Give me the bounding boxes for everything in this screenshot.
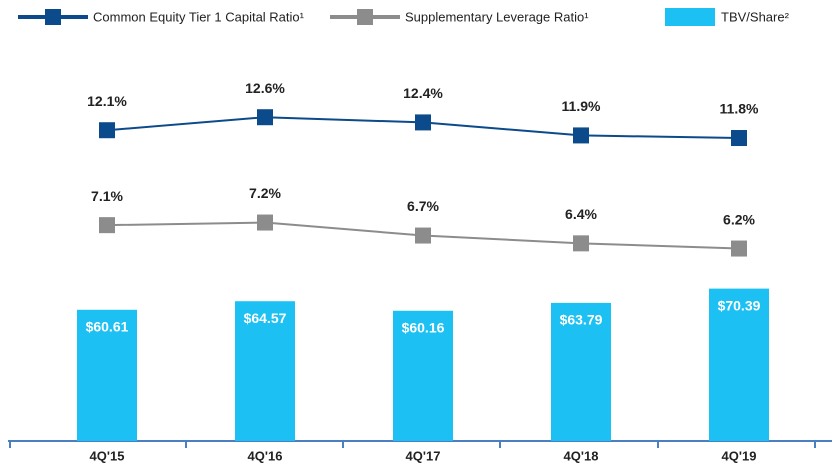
- legend-swatch: [665, 8, 715, 26]
- bar: [551, 302, 611, 441]
- legend-label: TBV/Share²: [721, 9, 790, 24]
- x-tick-label: 4Q'15: [90, 448, 125, 463]
- bar: [709, 288, 769, 441]
- marker: [415, 227, 431, 244]
- point-label: 11.9%: [562, 98, 601, 114]
- bar-value-label: $60.61: [86, 318, 129, 334]
- bar: [77, 309, 137, 441]
- marker: [257, 214, 273, 231]
- marker: [415, 114, 431, 131]
- point-label: 6.2%: [723, 211, 755, 227]
- x-tick-label: 4Q'19: [722, 448, 757, 463]
- bar-value-label: $60.16: [402, 319, 445, 335]
- marker: [257, 109, 273, 126]
- marker: [731, 130, 747, 147]
- x-tick-label: 4Q'17: [406, 448, 441, 463]
- x-tick-label: 4Q'18: [564, 448, 599, 463]
- marker: [573, 127, 589, 144]
- point-label: 12.1%: [87, 93, 127, 109]
- point-label: 7.2%: [249, 185, 281, 201]
- bar-value-label: $70.39: [718, 297, 761, 313]
- marker: [573, 235, 589, 252]
- legend-label: Supplementary Leverage Ratio¹: [405, 9, 589, 24]
- bar-value-label: $64.57: [244, 310, 287, 326]
- bar-value-label: $63.79: [560, 312, 603, 328]
- point-label: 11.8%: [720, 101, 759, 117]
- marker: [99, 217, 115, 234]
- legend-marker: [45, 9, 61, 25]
- point-label: 6.7%: [407, 198, 439, 214]
- point-label: 12.6%: [245, 80, 285, 96]
- point-label: 6.4%: [565, 206, 597, 222]
- x-tick-label: 4Q'16: [248, 448, 283, 463]
- bar: [235, 301, 295, 441]
- legend-label: Common Equity Tier 1 Capital Ratio¹: [93, 9, 305, 24]
- marker: [99, 122, 115, 139]
- bar: [393, 310, 453, 441]
- marker: [731, 240, 747, 257]
- point-label: 7.1%: [91, 188, 123, 204]
- point-label: 12.4%: [403, 85, 443, 101]
- legend-marker: [357, 9, 373, 25]
